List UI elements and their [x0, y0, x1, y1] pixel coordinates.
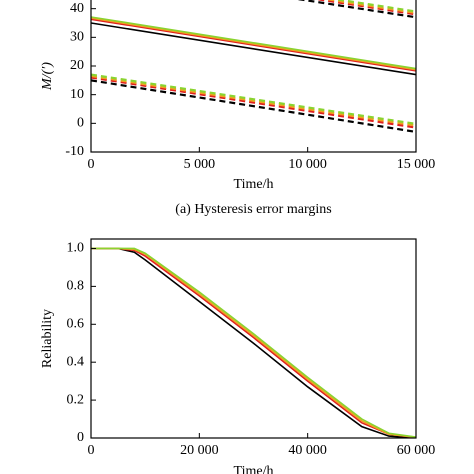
line-series [91, 247, 416, 438]
plot-frame [90, 0, 417, 153]
x-tick-label: 60 000 [397, 443, 436, 458]
line-series [324, 0, 416, 15]
y-tick-label: 20 [70, 58, 84, 73]
y-tick-label: 0.4 [67, 354, 85, 369]
y-tick-label: 10 [70, 87, 84, 102]
line-series [296, 0, 416, 19]
y-axis-label: Reliability [40, 309, 55, 368]
x-tick-label: 40 000 [288, 443, 327, 458]
x-tick-label: 0 [88, 443, 95, 458]
plot-area [91, 247, 416, 438]
line-series [91, 76, 416, 129]
line-series [315, 0, 416, 16]
line-series [91, 74, 416, 127]
y-axis-label: M/(′) [40, 62, 55, 91]
y-tick-label: 0 [77, 430, 84, 445]
line-series [91, 247, 416, 438]
y-tick-label: -10 [65, 144, 84, 159]
x-axis-label: Time/h [234, 464, 274, 474]
x-tick-label: 15 000 [397, 157, 436, 172]
line-series [91, 16, 416, 70]
x-tick-label: 0 [88, 157, 95, 172]
y-tick-label: 0 [77, 116, 84, 131]
y-tick-label: 0.8 [67, 279, 85, 294]
line-series [91, 17, 416, 71]
x-axis-label: Time/h [234, 177, 274, 192]
line-series [91, 73, 416, 125]
y-tick-label: 0.6 [67, 317, 85, 332]
plot-frame [90, 238, 417, 439]
x-tick-label: 10 000 [288, 157, 327, 172]
plot-area [91, 0, 416, 134]
caption: (a) Hysteresis error margins [175, 202, 331, 217]
y-tick-label: 1.0 [67, 241, 85, 256]
x-tick-label: 20 000 [180, 443, 219, 458]
line-series [91, 18, 416, 72]
y-tick-label: 30 [70, 30, 84, 45]
line-series [334, 0, 416, 13]
y-tick-label: 0.2 [67, 392, 85, 407]
line-series [91, 22, 416, 76]
line-series [91, 79, 416, 134]
y-tick-label: 40 [70, 1, 84, 16]
x-tick-label: 5 000 [184, 157, 216, 172]
